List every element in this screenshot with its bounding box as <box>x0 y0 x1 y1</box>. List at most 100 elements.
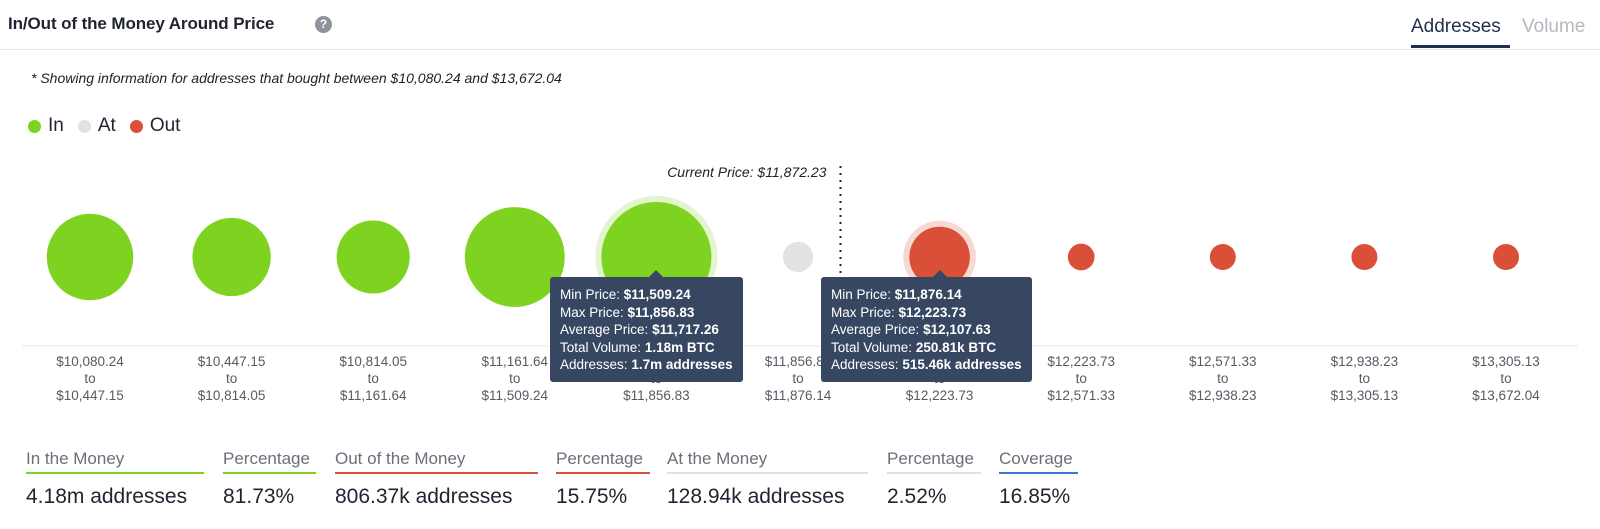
summary-value: 806.37k addresses <box>335 485 513 508</box>
bin-range-label: to <box>509 371 520 386</box>
bin-range-label: $11,876.14 <box>765 388 832 403</box>
tooltip-avg-value: $12,107.63 <box>923 322 991 337</box>
bin-range-label: to <box>84 371 95 386</box>
widget-title: In/Out of the Money Around Price <box>8 14 275 33</box>
bin-range-label: $10,447.15 <box>56 388 124 403</box>
tab-volume[interactable]: Volume <box>1522 16 1586 37</box>
summary-line <box>999 472 1078 474</box>
bin-range-label: $13,305.13 <box>1331 388 1399 403</box>
summary-label: Out of the Money <box>335 449 466 468</box>
legend-label-at: At <box>97 115 116 136</box>
summary-out-of-the-money: Out of the Money 806.37k addresses <box>335 449 538 509</box>
bin-range-label: $11,856.83 <box>765 354 832 369</box>
summary-value: 128.94k addresses <box>667 485 845 508</box>
summary-value: 4.18m addresses <box>26 485 188 508</box>
summary-line <box>887 472 981 474</box>
summary-at-the-money: At the Money 128.94k addresses <box>667 449 868 509</box>
bin-range-label: $13,305.13 <box>1472 354 1540 369</box>
tooltip-addr-value: 515.46k addresses <box>902 357 1022 372</box>
tooltip-vol-label: Total Volume: <box>560 339 642 355</box>
tooltip-bin-7: Min Price: $11,876.14 Max Price: $12,223… <box>821 270 1032 382</box>
bin-range-label: $12,938.23 <box>1189 388 1257 403</box>
tooltip-max-value: $12,223.73 <box>898 304 967 320</box>
chart-legend: In At Out <box>28 115 194 137</box>
current-price-label: Current Price: $11,872.23 <box>667 164 826 180</box>
bubble-in[interactable] <box>192 217 271 297</box>
bubble-chart: Current Price: $11,872.23 $10,080.24 to $10… <box>22 164 1578 403</box>
tooltip-avg-label: Average Price: <box>831 322 920 337</box>
summary-line <box>556 472 650 474</box>
bubble-in[interactable] <box>46 213 134 301</box>
bin-range-label: $11,509.24 <box>482 388 549 403</box>
summary-label: Coverage <box>999 449 1073 468</box>
tooltip-vol-value: 1.18m BTC <box>644 339 715 355</box>
summary-line <box>667 472 868 474</box>
tooltip-min-label: Min Price: <box>831 287 892 302</box>
bin-range-label: $12,938.23 <box>1331 354 1399 369</box>
bin-range-label: $12,571.33 <box>1047 388 1115 403</box>
summary-line <box>223 472 316 474</box>
tooltip-vol-label: Total Volume: <box>831 339 913 355</box>
tooltip-arrow <box>649 270 663 277</box>
summary-label: At the Money <box>667 449 768 468</box>
bubble-at[interactable] <box>782 241 814 273</box>
bin-range-label: $13,672.04 <box>1472 388 1540 403</box>
bin-range-label: $11,856.83 <box>623 388 690 403</box>
legend-item-out[interactable]: Out <box>129 115 180 137</box>
summary-in-percentage: Percentage 81.73% <box>223 449 316 509</box>
legend-dot-out-icon <box>129 119 143 133</box>
tab-addresses[interactable]: Addresses <box>1411 16 1501 37</box>
summary-line <box>26 472 204 474</box>
tooltip-arrow <box>933 270 947 277</box>
bubble-out[interactable] <box>1067 243 1095 271</box>
tooltip-min-value: $11,876.14 <box>894 287 962 302</box>
bin-range-label: $10,447.15 <box>198 354 266 369</box>
widget-header: In/Out of the Money Around Price ? Addre… <box>0 0 1600 50</box>
bin-range-label: to <box>1076 371 1087 386</box>
bin-range-label: to <box>1217 371 1228 386</box>
tooltip-max-value: $11,856.83 <box>627 304 695 320</box>
bin-range-label: to <box>1359 371 1370 386</box>
bin-range-label: to <box>1500 371 1511 386</box>
tooltip-max-label: Max Price: <box>831 304 895 320</box>
bin-range-label: to <box>368 371 379 386</box>
legend-dot-in-icon <box>28 119 41 133</box>
summary-value: 81.73% <box>223 485 295 508</box>
summary-value: 16.85% <box>999 485 1071 508</box>
bin-range-label: $12,223.73 <box>906 388 974 403</box>
question-circle-icon[interactable]: ? <box>315 16 332 33</box>
summary-label: Percentage <box>887 449 974 468</box>
bin-range-label: $11,161.64 <box>340 388 407 403</box>
bin-range-label: $12,571.33 <box>1189 354 1257 369</box>
tooltip-addr-label: Addresses: <box>831 357 899 372</box>
legend-item-in[interactable]: In <box>28 115 64 137</box>
bin-range-label: $11,161.64 <box>482 354 549 369</box>
tooltip-bin-5: Min Price: $11,509.24 Max Price: $11,856… <box>550 270 743 382</box>
summary-coverage: Coverage 16.85% <box>999 449 1078 509</box>
tooltip-min-label: Min Price: <box>560 287 621 302</box>
tooltip-addr-value: 1.7m addresses <box>631 357 733 372</box>
active-tab-indicator <box>1411 45 1510 48</box>
bubble-out[interactable] <box>909 226 970 288</box>
bubble-out[interactable] <box>1351 244 1378 270</box>
tooltip-avg-value: $11,717.26 <box>652 322 719 337</box>
bubble-in[interactable] <box>464 207 565 307</box>
bubble-in[interactable] <box>336 220 410 294</box>
bubble-out[interactable] <box>1209 244 1236 270</box>
bin-range-label: $12,223.73 <box>1047 354 1115 369</box>
summary-label: Percentage <box>223 449 310 468</box>
legend-item-at[interactable]: At <box>77 115 116 137</box>
tooltip-avg-label: Average Price: <box>560 322 649 337</box>
bubble-out[interactable] <box>1493 244 1519 270</box>
legend-dot-at-icon <box>77 119 91 133</box>
summary-value: 15.75% <box>556 485 628 508</box>
bin-range-label: to <box>792 371 803 386</box>
bin-range-label: to <box>226 371 237 386</box>
summary-out-percentage: Percentage 15.75% <box>556 449 650 509</box>
summary-at-percentage: Percentage 2.52% <box>887 449 981 509</box>
summary-label: In the Money <box>26 449 125 468</box>
summary-line <box>335 472 538 474</box>
summary-value: 2.52% <box>887 485 947 508</box>
bin-range-label: $10,080.24 <box>56 354 124 369</box>
range-note: * Showing information for addresses that… <box>31 70 562 86</box>
